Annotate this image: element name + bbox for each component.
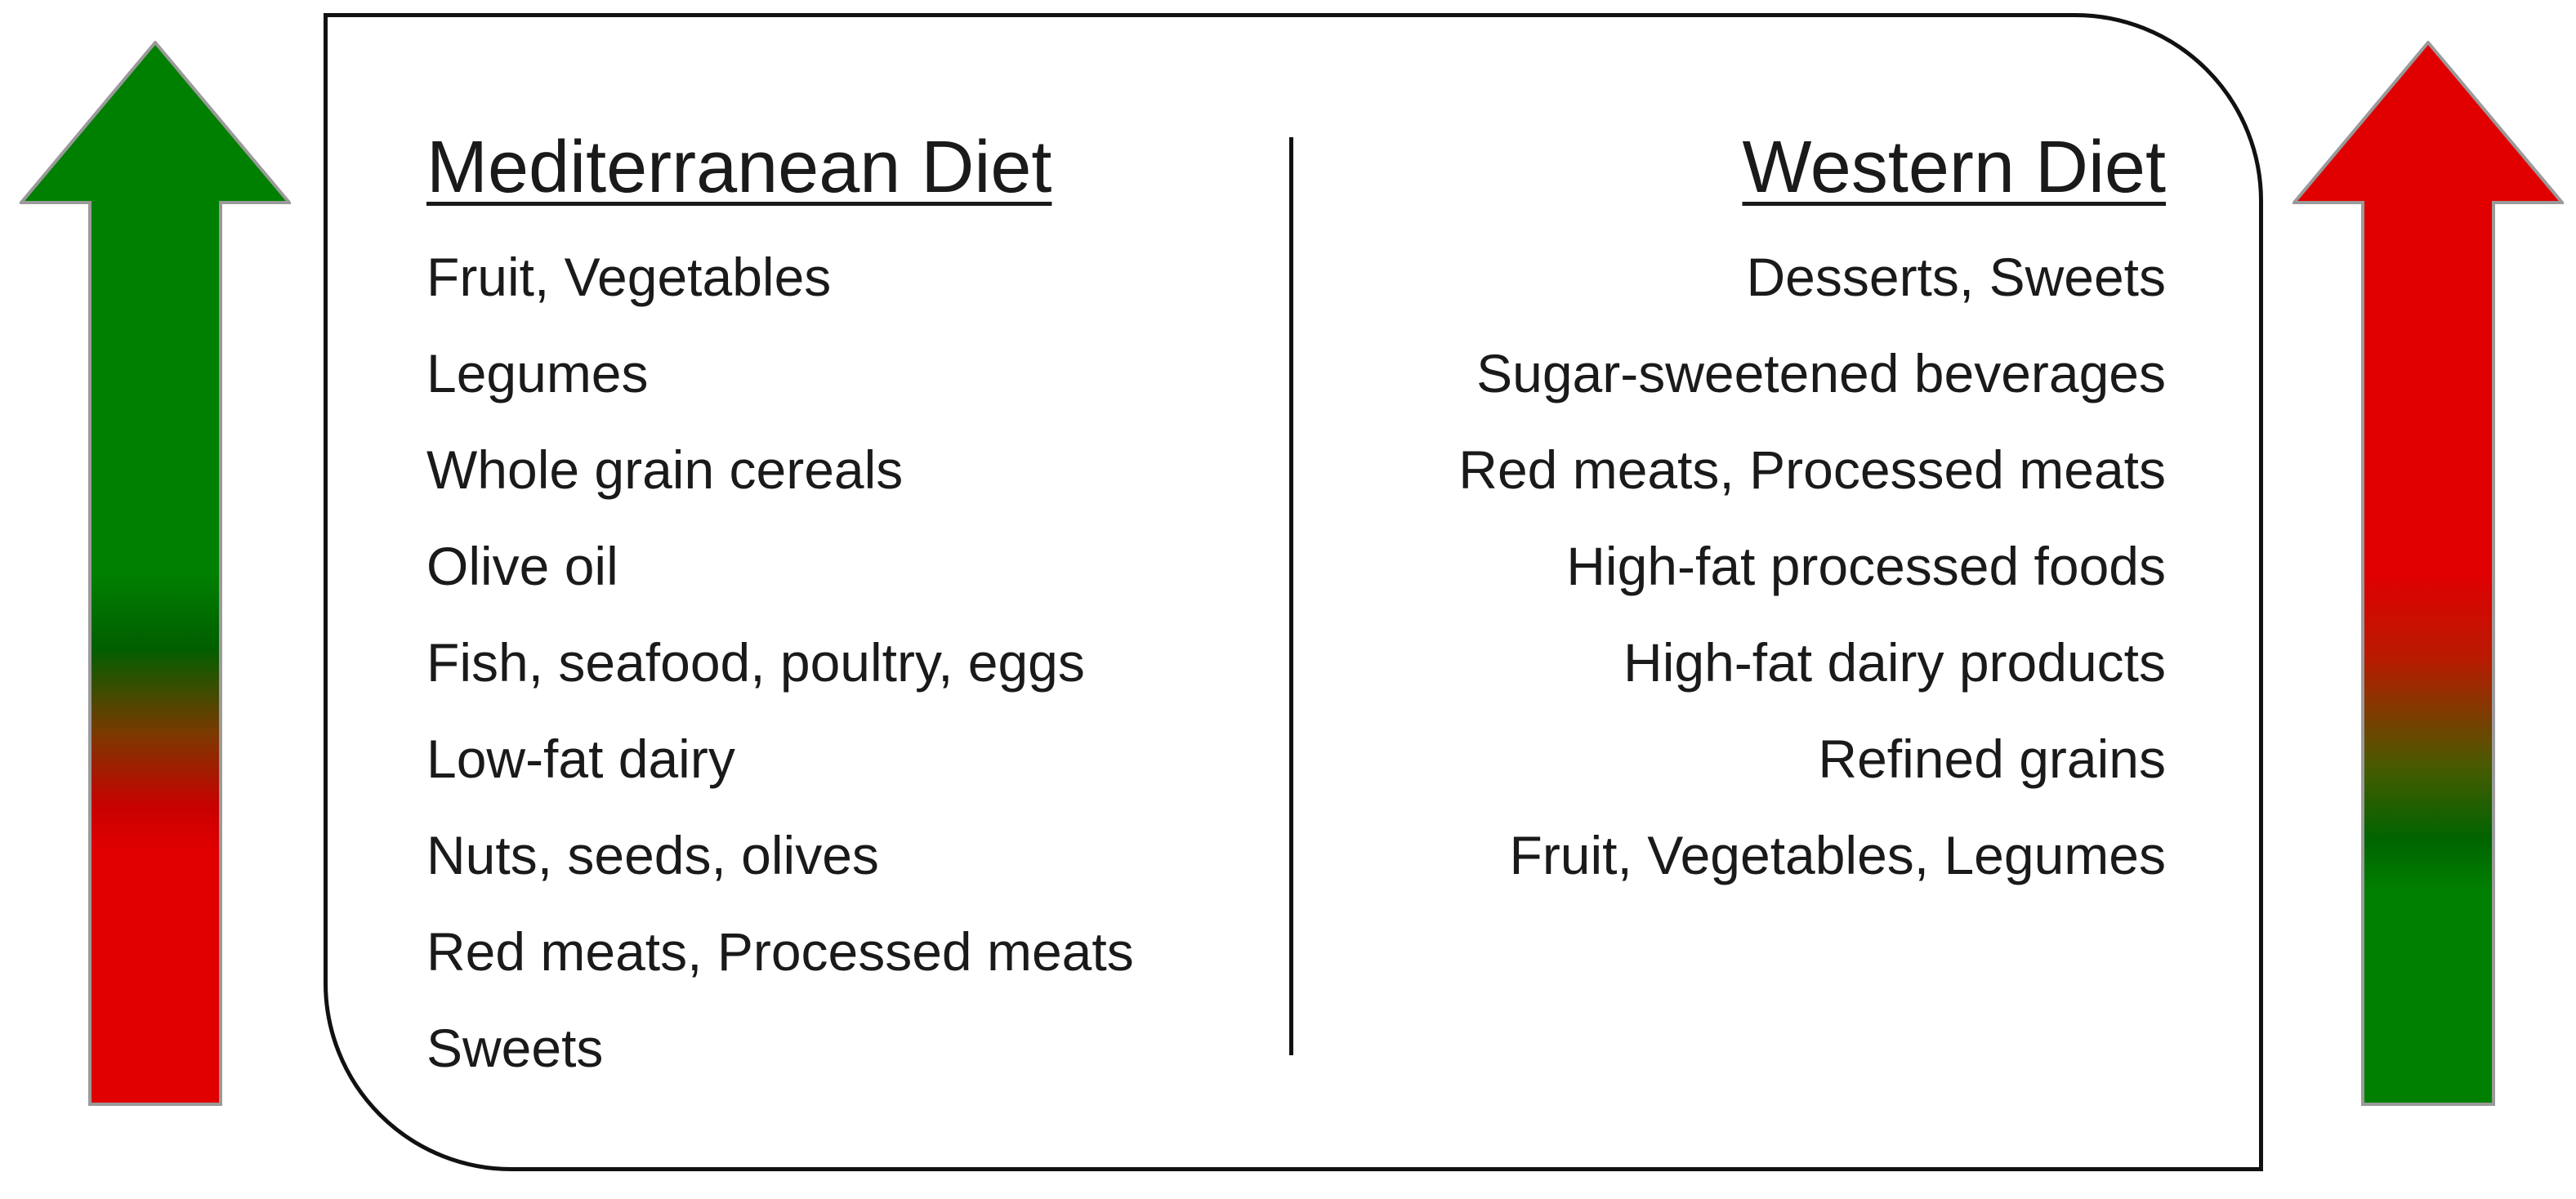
list-item: Red meats, Processed meats bbox=[426, 921, 1134, 982]
arrow-up-icon bbox=[20, 41, 291, 1106]
column-divider bbox=[1289, 137, 1293, 1055]
list-item: Fruit, Vegetables, Legumes bbox=[1509, 825, 2166, 885]
mediterranean-diet-title: Mediterranean Diet bbox=[426, 127, 1052, 208]
list-item: Refined grains bbox=[1818, 729, 2166, 789]
western-diet-title: Western Diet bbox=[1742, 127, 2166, 208]
list-item: Fish, seafood, poultry, eggs bbox=[426, 632, 1085, 693]
list-item: Sweets bbox=[426, 1018, 604, 1078]
list-item: High-fat processed foods bbox=[1566, 536, 2166, 596]
list-item: Low-fat dairy bbox=[426, 729, 735, 789]
mediterranean-diet-list: Fruit, Vegetables Legumes Whole grain ce… bbox=[426, 229, 1134, 1096]
list-item: Whole grain cereals bbox=[426, 439, 904, 500]
gradient-arrow-up-left bbox=[20, 41, 291, 1108]
arrow-up-icon bbox=[2293, 41, 2564, 1106]
list-item: Nuts, seeds, olives bbox=[426, 825, 879, 885]
list-item: Fruit, Vegetables bbox=[426, 247, 832, 307]
list-item: Olive oil bbox=[426, 536, 618, 596]
mediterranean-diet-column: Mediterranean Diet Fruit, Vegetables Leg… bbox=[426, 123, 1134, 1096]
list-item: Sugar-sweetened beverages bbox=[1476, 343, 2166, 403]
western-diet-column: Western Diet Desserts, Sweets Sugar-swee… bbox=[1458, 123, 2166, 903]
diet-comparison-panel bbox=[324, 13, 2263, 1171]
list-item: Red meats, Processed meats bbox=[1458, 439, 2166, 500]
list-item: Desserts, Sweets bbox=[1746, 247, 2167, 307]
western-diet-list: Desserts, Sweets Sugar-sweetened beverag… bbox=[1458, 229, 2166, 903]
list-item: High-fat dairy products bbox=[1623, 632, 2166, 693]
list-item: Legumes bbox=[426, 343, 649, 403]
gradient-arrow-up-right bbox=[2293, 41, 2564, 1108]
